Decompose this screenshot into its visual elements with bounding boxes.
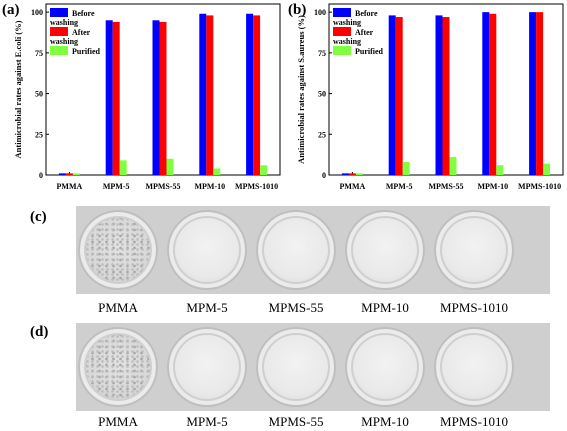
dish-label-d-2: MPMS-55 <box>268 414 324 429</box>
x-category-label: MPM-10 <box>194 182 225 191</box>
bar-purified <box>355 173 363 175</box>
petri-dish-pmma <box>78 327 158 407</box>
bar-purified <box>72 173 80 175</box>
bar-after-washing <box>489 13 497 176</box>
panel-label-b: (b) <box>288 2 307 18</box>
legend-swatch <box>50 8 68 17</box>
y-tick-label: 0 <box>322 171 326 180</box>
legend-swatch <box>333 46 351 55</box>
bar-before-washing <box>105 20 113 175</box>
x-category-label: MPMS-55 <box>428 182 463 191</box>
petri-dish-mpm-10 <box>345 210 425 290</box>
bar-purified <box>496 165 504 175</box>
bar-before-washing <box>482 12 490 176</box>
petri-dish-mpm-10 <box>345 327 425 407</box>
bar-purified <box>260 165 268 175</box>
legend-label: After <box>355 28 374 37</box>
petri-dish-mpms-55 <box>256 327 336 407</box>
dish-label-d-3: MPM-10 <box>361 414 409 429</box>
bar-after-washing <box>159 21 167 175</box>
petri-dish-pmma <box>78 210 158 290</box>
bar-after-washing <box>65 173 73 175</box>
panel-label-a: (a) <box>2 2 20 18</box>
x-category-label: MPMS-1010 <box>518 182 561 191</box>
x-category-label: MPMS-55 <box>145 182 180 191</box>
bar-after-washing <box>442 17 450 176</box>
legend-label: Purified <box>72 47 101 56</box>
x-category-label: MPM-5 <box>386 182 413 191</box>
bar-before-washing <box>435 15 443 176</box>
x-category-label: MPMS-1010 <box>235 182 278 191</box>
legend-swatch <box>333 27 351 36</box>
legend-swatch <box>50 27 68 36</box>
bar-after-washing <box>395 17 403 176</box>
y-axis-label: Antimicrobial rates against S.aureus (%) <box>296 15 306 164</box>
dish-label-d-4: MPMS-1010 <box>440 414 508 429</box>
legend-label: washing <box>50 37 78 46</box>
dish-label-c-0: PMMA <box>98 300 138 315</box>
x-category-label: PMMA <box>340 182 366 191</box>
dish-row-c <box>78 210 548 294</box>
y-tick-label: 50 <box>318 90 326 99</box>
petri-dish-mpms-1010 <box>434 210 514 290</box>
x-category-label: MPM-10 <box>477 182 508 191</box>
x-category-label: MPM-5 <box>103 182 130 191</box>
legend-label: washing <box>333 37 361 46</box>
legend-label: After <box>72 28 91 37</box>
dish-row-d <box>78 327 548 411</box>
y-tick-label: 25 <box>35 130 43 139</box>
y-tick-label: 25 <box>318 130 326 139</box>
legend-swatch <box>50 46 68 55</box>
legend-label: washing <box>333 18 361 27</box>
bar-after-washing <box>536 12 544 176</box>
bar-before-washing <box>152 20 160 175</box>
legend-label: Before <box>355 9 378 18</box>
petri-dish-mpm-5 <box>167 327 247 407</box>
petri-dish-mpms-1010 <box>434 327 514 407</box>
legend-label: washing <box>50 18 78 27</box>
bar-purified <box>119 160 127 175</box>
legend-label: Purified <box>355 47 384 56</box>
bar-before-washing <box>388 15 396 176</box>
dish-label-c-4: MPMS-1010 <box>440 300 508 315</box>
panel-label-d: (d) <box>30 324 49 340</box>
bar-purified <box>213 168 221 175</box>
bar-purified <box>449 157 457 175</box>
dish-label-d-1: MPM-5 <box>186 414 228 429</box>
bar-purified <box>543 163 551 175</box>
bar-purified <box>166 158 174 175</box>
legend-label: Before <box>72 9 95 18</box>
dish-label-c-2: MPMS-55 <box>268 300 324 315</box>
dish-label-c-3: MPM-10 <box>361 300 409 315</box>
petri-dish-mpms-55 <box>256 210 336 290</box>
bar-after-washing <box>253 15 261 176</box>
bar-before-washing <box>341 173 349 175</box>
chart-ecoli: 0 25 50 75 100 Antimicrobial rates against E.… <box>13 3 281 191</box>
y-tick-label: 75 <box>318 49 326 58</box>
legend-swatch <box>333 8 351 17</box>
y-tick-label: 75 <box>35 49 43 58</box>
y-tick-label: 50 <box>35 90 43 99</box>
dish-label-d-0: PMMA <box>98 414 138 429</box>
y-tick-label: 0 <box>39 171 43 180</box>
dish-label-c-1: MPM-5 <box>186 300 228 315</box>
bar-purified <box>402 161 410 175</box>
bar-after-washing <box>348 173 356 175</box>
bar-before-washing <box>199 13 207 176</box>
bar-before-washing <box>58 173 66 175</box>
petri-dish-mpm-5 <box>167 210 247 290</box>
y-axis-label: Antimicrobial rates against E.coli (%) <box>13 20 23 158</box>
bar-after-washing <box>112 21 120 175</box>
y-tick-label: 100 <box>31 8 43 17</box>
chart-saureus: 0 25 50 75 100 Antimicrobial rates against S.… <box>296 3 564 191</box>
y-tick-label: 100 <box>314 8 326 17</box>
bar-after-washing <box>206 15 214 176</box>
bar-before-washing <box>246 13 254 176</box>
bar-before-washing <box>529 12 537 176</box>
panel-label-c: (c) <box>30 209 47 225</box>
x-category-label: PMMA <box>57 182 83 191</box>
